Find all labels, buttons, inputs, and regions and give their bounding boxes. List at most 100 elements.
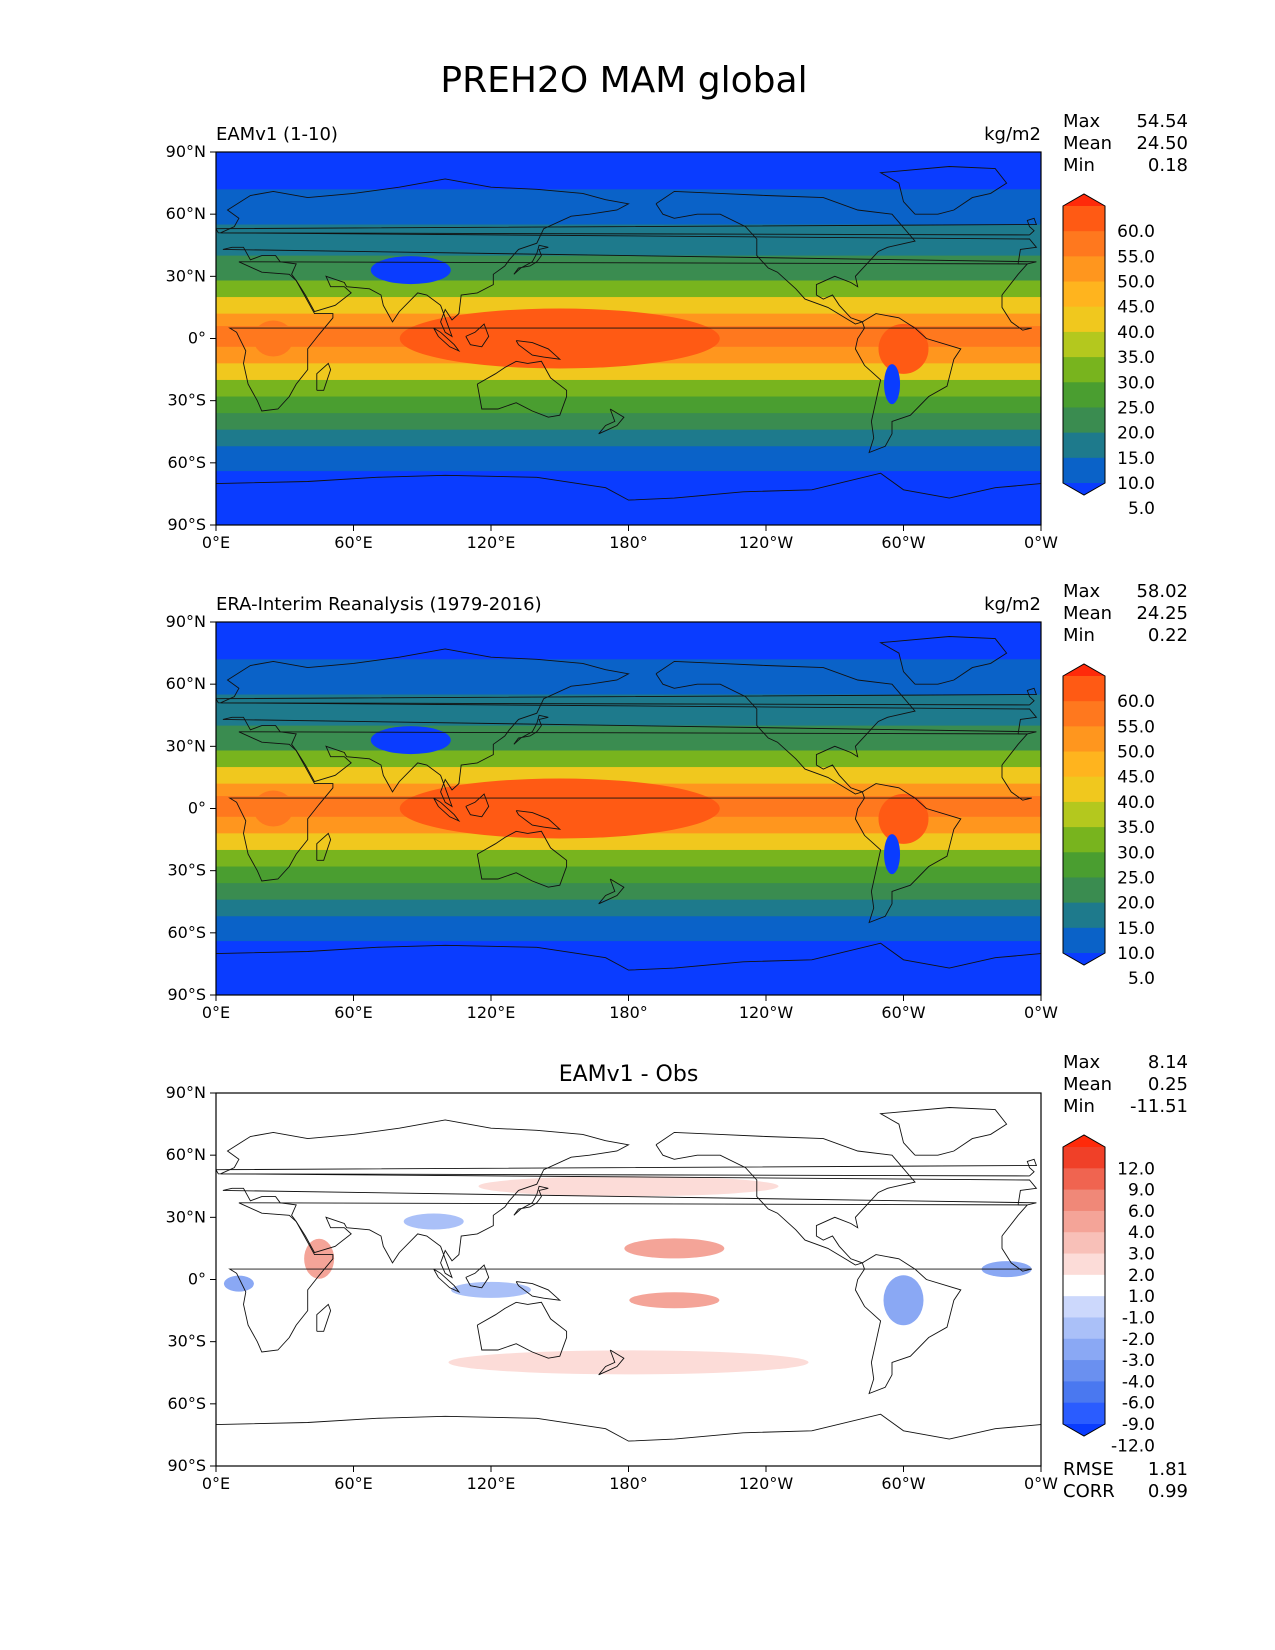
panel-difference: 0°E 60°E 120°E 180° 120°W 60°W 0°W 90°N 60°N 30°N… bbox=[166, 1052, 1188, 1502]
coastline bbox=[316, 362, 332, 391]
coastline bbox=[433, 1268, 461, 1294]
field-feature bbox=[403, 1213, 464, 1230]
coastline bbox=[228, 261, 1032, 412]
y-tick-label: 30°N bbox=[166, 736, 206, 755]
colorbar-swatch bbox=[1063, 1253, 1105, 1276]
map-field-reference bbox=[216, 622, 1041, 995]
colorbar-label: -2.0 bbox=[1122, 1330, 1155, 1350]
y-tick-label: 60°S bbox=[167, 923, 206, 942]
coastline bbox=[476, 360, 568, 418]
colorbar-label: 15.0 bbox=[1117, 919, 1155, 939]
field-band bbox=[216, 189, 1041, 226]
x-tick-label: 0°W bbox=[1024, 1003, 1058, 1022]
coastline bbox=[216, 942, 1041, 971]
field-band bbox=[216, 224, 1041, 257]
stat-value: -11.51 bbox=[1130, 1096, 1188, 1117]
coastline bbox=[655, 190, 916, 325]
y-tick-label: 60°N bbox=[166, 1145, 206, 1164]
x-tick-label: 60°W bbox=[881, 533, 925, 552]
colorbar-label: 10.0 bbox=[1117, 474, 1155, 494]
colorbar-label: -9.0 bbox=[1122, 1415, 1155, 1435]
coastline bbox=[465, 323, 490, 348]
colorbar-label: 40.0 bbox=[1117, 793, 1155, 813]
stat-value: 8.14 bbox=[1148, 1052, 1188, 1073]
field-band bbox=[216, 429, 1041, 448]
colorbar-swatch bbox=[1063, 676, 1105, 702]
coastline bbox=[433, 797, 461, 823]
field-feature bbox=[629, 1292, 720, 1309]
colorbar-label: 20.0 bbox=[1117, 424, 1155, 444]
field-feature bbox=[370, 726, 451, 755]
colorbar-swatch bbox=[1063, 331, 1105, 358]
coastline bbox=[854, 1254, 962, 1395]
x-tick-label: 60°W bbox=[881, 1003, 925, 1022]
y-tick-label: 60°S bbox=[167, 453, 206, 472]
colorbar-swatch bbox=[1063, 1296, 1105, 1318]
x-tick-label: 120°W bbox=[739, 1474, 794, 1493]
field-band bbox=[216, 883, 1041, 901]
stat-label: Max bbox=[1063, 1052, 1101, 1073]
colorbar-swatch bbox=[1063, 877, 1105, 904]
stat-label: Max bbox=[1063, 581, 1101, 602]
stat-label: RMSE bbox=[1063, 1459, 1114, 1480]
colorbar-label: 6.0 bbox=[1128, 1202, 1155, 1222]
colorbar-swatch bbox=[1063, 256, 1105, 283]
colorbar-swatch bbox=[1063, 1274, 1105, 1297]
colorbar-swatch bbox=[1063, 1360, 1105, 1382]
coastline bbox=[465, 793, 490, 818]
colorbar-extend-min bbox=[1063, 1424, 1105, 1436]
coastline bbox=[598, 878, 625, 905]
stat-value: 1.81 bbox=[1148, 1459, 1188, 1480]
coastline bbox=[216, 217, 1038, 236]
colorbar-label: 30.0 bbox=[1117, 373, 1155, 393]
field-feature bbox=[223, 1275, 254, 1292]
coastlines bbox=[216, 636, 1041, 971]
colorbar-extend-min bbox=[1063, 953, 1105, 965]
colorbar: 12.09.06.04.03.02.01.0-1.0-2.0-3.0-4.0-6… bbox=[1062, 1134, 1155, 1456]
colorbar-swatch bbox=[1063, 1338, 1105, 1361]
colorbar-swatch bbox=[1063, 1168, 1105, 1191]
colorbar-label: 9.0 bbox=[1128, 1181, 1155, 1201]
field-feature bbox=[478, 1176, 779, 1197]
field-band bbox=[216, 767, 1041, 785]
field-band bbox=[216, 849, 1041, 868]
coastline bbox=[228, 731, 1032, 882]
stat-value: 0.22 bbox=[1148, 625, 1188, 646]
coastline bbox=[513, 244, 549, 275]
field-band bbox=[216, 659, 1041, 696]
x-tick-label: 0°E bbox=[202, 1003, 230, 1022]
stat-value: 0.25 bbox=[1148, 1074, 1188, 1095]
field-band bbox=[216, 694, 1041, 727]
stat-value: 58.02 bbox=[1136, 581, 1188, 602]
coastline bbox=[854, 783, 962, 924]
colorbar-label: 1.0 bbox=[1128, 1287, 1155, 1307]
y-tick-label: 0° bbox=[188, 799, 206, 818]
colorbar-label: -6.0 bbox=[1122, 1394, 1155, 1414]
colorbar-label: 55.0 bbox=[1117, 247, 1155, 267]
field-feature bbox=[878, 323, 929, 374]
coastline bbox=[216, 472, 1041, 501]
colorbar-swatch bbox=[1063, 306, 1105, 333]
colorbar-extend-max bbox=[1063, 664, 1105, 676]
field-feature bbox=[878, 793, 929, 844]
coastline bbox=[476, 1301, 568, 1359]
y-tick-label: 90°S bbox=[167, 985, 206, 1004]
stat-label: Mean bbox=[1063, 603, 1112, 624]
colorbar-label: 12.0 bbox=[1117, 1159, 1155, 1179]
y-tick-label: 0° bbox=[188, 329, 206, 348]
field-band bbox=[216, 413, 1041, 431]
colorbar-label: -1.0 bbox=[1122, 1308, 1155, 1328]
field-feature bbox=[370, 256, 451, 285]
x-tick-label: 120°E bbox=[467, 1003, 516, 1022]
colorbar-swatch bbox=[1063, 457, 1105, 484]
x-tick-label: 60°E bbox=[334, 533, 372, 552]
field-band bbox=[216, 297, 1041, 315]
field-band bbox=[216, 833, 1041, 851]
field-band bbox=[216, 255, 1041, 282]
x-tick-label: 120°E bbox=[467, 533, 516, 552]
colorbar-swatch bbox=[1063, 751, 1105, 778]
field-feature bbox=[883, 1275, 924, 1326]
stat-value: 24.50 bbox=[1136, 133, 1188, 154]
y-tick-label: 30°N bbox=[166, 266, 206, 285]
